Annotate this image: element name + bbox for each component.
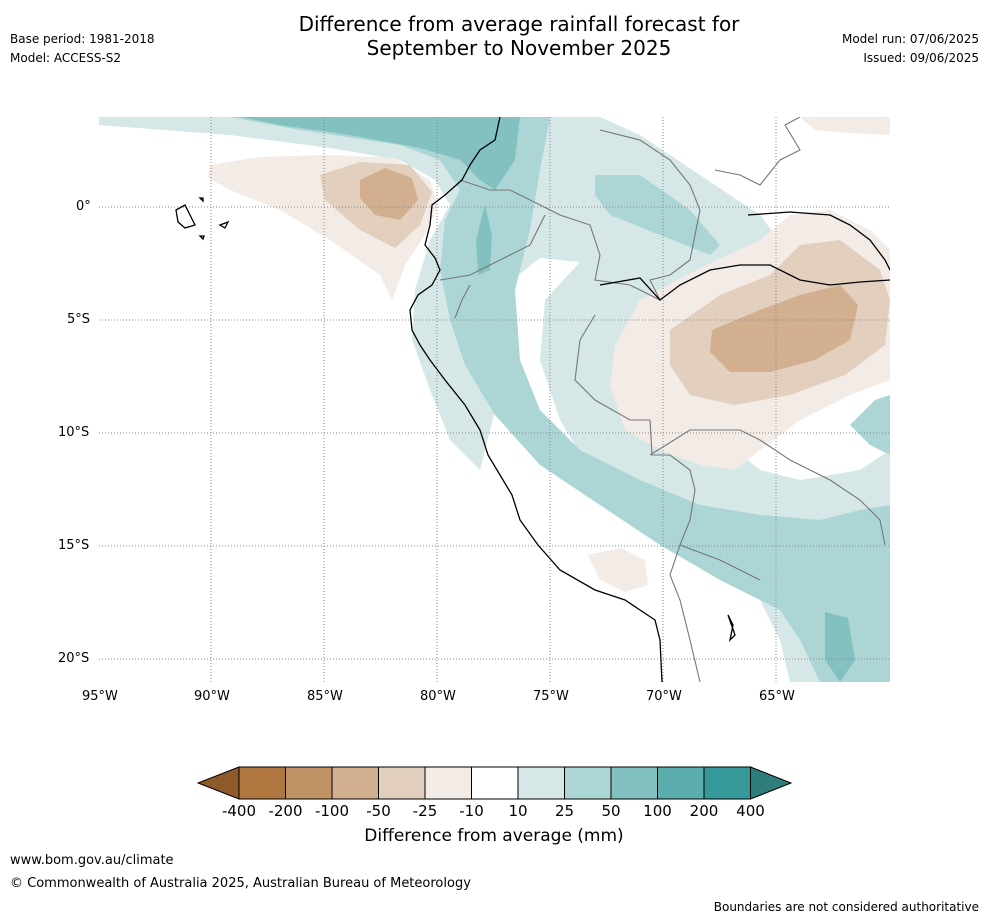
dry-region-south (588, 548, 648, 592)
base-period: Base period: 1981-2018 (10, 32, 155, 46)
legend-extend-high (750, 766, 793, 800)
lon-label-80w: 80°W (420, 689, 456, 704)
legend-swatch (564, 766, 612, 800)
legend-tick-label: -400 (222, 802, 256, 820)
title-line-1: Difference from average rainfall forecas… (298, 12, 740, 36)
legend-tick-label: 100 (643, 802, 672, 820)
wet-region-band (230, 117, 890, 682)
title-line-2: September to November 2025 (366, 36, 672, 60)
footer-url: www.bom.gov.au/climate (10, 853, 174, 868)
lon-label-65w: 65°W (759, 689, 795, 704)
legend-swatch (471, 766, 519, 800)
lon-label-90w: 90°W (194, 689, 230, 704)
lon-label-75w: 75°W (533, 689, 569, 704)
legend-swatch (285, 766, 333, 800)
legend-swatch (378, 766, 426, 800)
model-name: Model: ACCESS-S2 (10, 51, 122, 65)
chart-title: Difference from average rainfall forecas… (0, 12, 988, 60)
dry-region-northeast (800, 117, 890, 135)
wet-region-south-core (825, 612, 855, 682)
wet-region-east-blob (595, 175, 720, 255)
legend-boxes (196, 766, 793, 800)
model-run: Model run: 07/06/2025 (841, 32, 979, 46)
lat-label-15s: 15°S (58, 538, 90, 553)
legend-swatch (517, 766, 565, 800)
legend-tick-label: 10 (508, 802, 527, 820)
legend-tick-label: 200 (690, 802, 719, 820)
lat-label-20s: 20°S (58, 651, 90, 666)
meta-right: Model run: 07/06/2025 Issued: 09/06/2025 (842, 32, 979, 70)
legend-tick-label: 25 (555, 802, 574, 820)
lat-label-5s: 5°S (67, 312, 91, 327)
legend-tick-label: -100 (315, 802, 349, 820)
legend-tick-label: -200 (268, 802, 302, 820)
legend-tick-label: -25 (413, 802, 438, 820)
wet-region-peru-core (476, 205, 492, 275)
coastline (175, 117, 890, 682)
dry-region-amazon-core (710, 285, 858, 372)
lon-label-95w: 95°W (82, 689, 118, 704)
legend-tick-label: -50 (366, 802, 391, 820)
legend-swatch (331, 766, 379, 800)
footer-copyright: © Commonwealth of Australia 2025, Austra… (10, 876, 471, 891)
legend-tick-labels: -400 -200 -100 -50 -25 -10 10 25 50 100 200 400 (222, 802, 765, 820)
legend-swatch (238, 766, 286, 800)
footer-disclaimer: Boundaries are not considered authoritat… (713, 900, 979, 914)
graticule (99, 117, 890, 682)
issued-date: Issued: 09/06/2025 (863, 51, 979, 65)
meta-left: Base period: 1981-2018 Model: ACCESS-S2 (10, 32, 155, 70)
dry-region-ocean-core (360, 168, 418, 220)
legend-extend-low (196, 766, 240, 800)
legend-swatch (424, 766, 472, 800)
map-area (99, 117, 890, 682)
legend-title: Difference from average (mm) (364, 826, 624, 846)
lon-label-85w: 85°W (307, 689, 343, 704)
legend-tick-label: -10 (459, 802, 484, 820)
lon-label-70w: 70°W (646, 689, 682, 704)
legend-tick-label: 50 (601, 802, 620, 820)
legend-swatch (610, 766, 658, 800)
lat-label-0: 0° (76, 199, 91, 214)
legend-tick-label: 400 (736, 802, 765, 820)
legend-swatch (657, 766, 705, 800)
wet-region-southeast (850, 395, 890, 455)
wet-region-north-core (240, 117, 520, 190)
legend-swatch (703, 766, 751, 800)
lat-label-10s: 10°S (58, 425, 90, 440)
